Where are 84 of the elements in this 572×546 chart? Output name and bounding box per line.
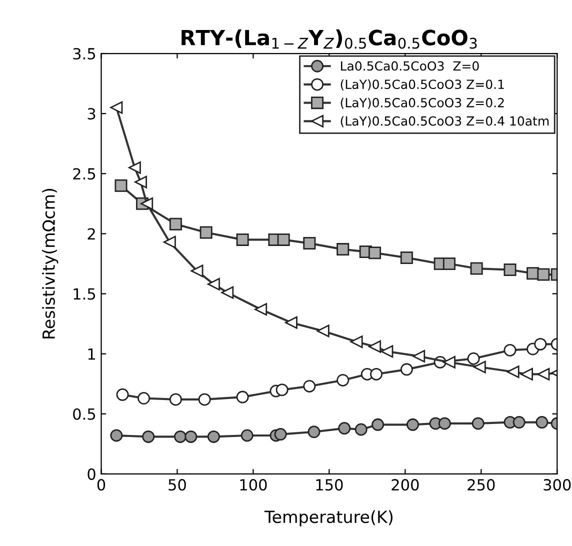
point [354,423,368,436]
point [277,233,290,246]
point [221,286,234,299]
point [442,257,456,270]
point [110,429,123,442]
y-tick-label: 1 [88,348,95,360]
point [442,356,456,368]
point [368,246,382,260]
point [140,197,154,210]
point [114,179,128,192]
point [110,101,123,114]
point [470,262,483,275]
y-tick-label: 0 [88,468,96,480]
point [520,368,533,380]
point [134,176,148,188]
point [190,264,204,278]
point [169,393,182,406]
point [368,340,382,353]
legend-label: (LaY)0.5Ca0.5CoO3 Z=0.1 [340,79,504,90]
point [274,428,287,441]
x-tick-label: 200 [392,479,419,491]
point [236,233,249,246]
point [534,338,547,350]
point [184,430,198,443]
point [400,251,413,264]
y-tick-label: 3.5 [73,48,96,60]
point [438,417,451,430]
point [240,429,254,442]
point [142,430,155,443]
x-tick-label: 50 [168,479,186,491]
y-tick-label: 1.5 [74,288,96,300]
point [303,237,316,250]
point [467,352,480,365]
point [276,384,288,396]
point [207,430,220,443]
point [116,388,129,401]
point [308,426,320,438]
point [372,418,384,431]
y-tick-label: 2 [88,228,95,240]
point [236,390,249,404]
y-tick-label: 3 [88,108,96,120]
point [336,243,350,256]
y-axis-title: Resistivity(mΩcm) [42,188,58,338]
legend-label: (LaY)0.5Ca0.5CoO3 Z=0.4 10atm [340,116,549,128]
legend-label: (LaY)0.5Ca0.5CoO3 Z=0.2 [340,98,504,109]
point [128,161,141,174]
x-tick-label: 150 [316,479,343,491]
point [254,303,268,316]
point [380,345,394,358]
y-tick-label: 0.5 [73,408,96,420]
point [406,418,420,431]
point [338,422,351,435]
point [207,278,220,290]
y-tick-label: 2.5 [73,168,96,180]
point [174,430,187,443]
point [303,380,316,392]
point [169,218,182,230]
point [536,416,548,429]
point [537,268,550,281]
point [472,417,484,430]
point [336,374,350,386]
point [284,316,298,329]
point [512,416,526,429]
x-tick-label: 100 [240,479,267,491]
point [138,392,150,405]
point [163,236,176,248]
point [400,363,413,376]
point [537,368,550,380]
point [504,263,516,276]
point [316,324,330,338]
point [412,350,426,362]
point [504,344,516,356]
point [506,366,520,378]
point [200,226,212,239]
x-tick-label: 250 [468,479,495,491]
point [350,336,363,348]
x-tick-label: 300 [544,479,571,491]
x-tick-label: 0 [97,479,106,491]
point [370,368,383,380]
chart-title: RTY-(La$_{1−Z}$Y$_{Z}$)$_{0.5}$Ca$_{0.5}$CoO$_{3}$ [182,29,477,49]
legend-label: La0.5Ca0.5CoO3 Z=0 [341,61,479,71]
point [473,360,486,374]
x-axis-title: Temperature(K) [264,510,392,526]
point [198,393,211,406]
